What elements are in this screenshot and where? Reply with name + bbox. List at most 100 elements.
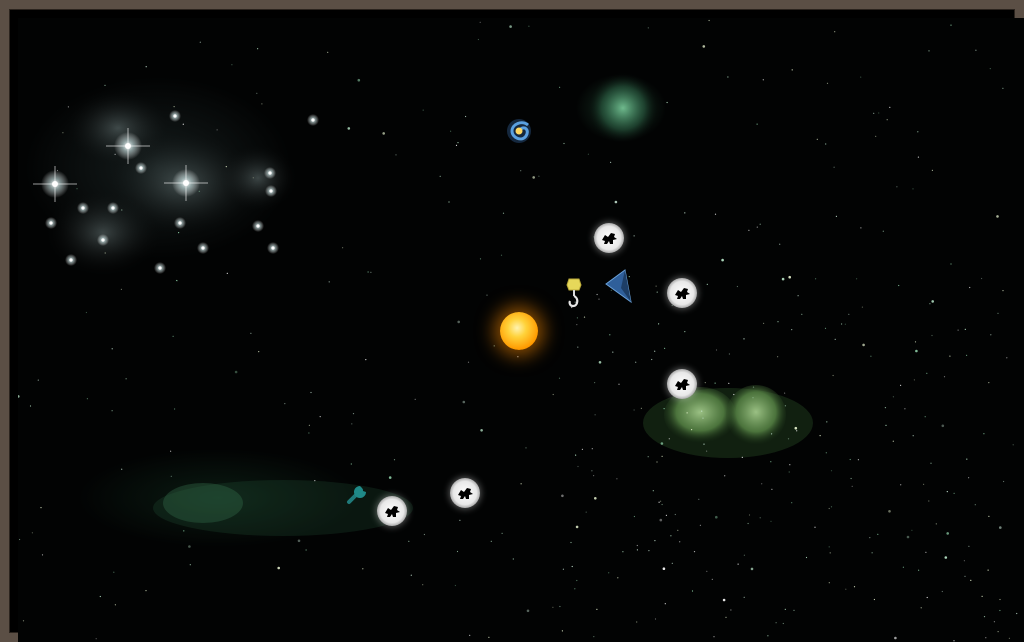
background-star: [834, 31, 836, 33]
background-star: [561, 494, 564, 498]
background-star: [571, 306, 573, 309]
background-star: [347, 127, 351, 130]
background-star: [941, 424, 945, 428]
cluster-star-core: [256, 224, 260, 228]
background-star: [743, 554, 746, 556]
background-star: [558, 377, 561, 379]
background-star: [56, 169, 59, 172]
background-star: [350, 463, 352, 465]
background-star: [875, 135, 877, 137]
background-star: [410, 574, 412, 576]
background-star: [931, 169, 934, 171]
background-star: [791, 69, 793, 71]
background-star: [225, 166, 227, 168]
background-star: [651, 358, 653, 361]
background-star: [575, 454, 577, 456]
background-star: [587, 153, 590, 155]
background-star: [912, 188, 914, 190]
background-star: [722, 598, 726, 602]
background-star: [898, 284, 900, 287]
background-star: [886, 119, 888, 121]
background-star: [189, 564, 191, 566]
background-star: [826, 421, 828, 423]
background-star: [756, 226, 758, 228]
background-star: [457, 142, 459, 144]
background-star: [559, 605, 561, 608]
background-star: [252, 177, 254, 179]
background-star: [610, 289, 612, 291]
background-star: [486, 294, 488, 296]
background-star: [902, 566, 905, 568]
background-star: [199, 41, 201, 43]
background-star: [805, 556, 808, 559]
background-star: [914, 341, 917, 343]
background-star: [829, 552, 831, 554]
background-star: [983, 433, 985, 435]
background-star: [964, 575, 966, 578]
crane-hook-icon[interactable]: [566, 276, 582, 310]
space-map[interactable]: [18, 18, 1024, 642]
background-star: [989, 68, 991, 70]
background-star: [658, 323, 660, 325]
background-star: [552, 393, 554, 396]
background-star: [664, 347, 666, 349]
background-star: [575, 525, 579, 529]
background-star: [862, 343, 865, 347]
background-star: [871, 552, 873, 554]
background-star: [925, 551, 927, 553]
background-star: [479, 258, 482, 260]
background-star: [784, 392, 786, 394]
cluster-star-core: [125, 143, 131, 149]
creature-unit-1[interactable]: [594, 223, 624, 253]
creature-unit-3[interactable]: [667, 369, 697, 399]
background-star: [618, 383, 620, 385]
arrow-ship-icon[interactable]: [603, 268, 635, 306]
background-star: [782, 622, 784, 625]
background-star: [656, 461, 658, 463]
background-star: [502, 212, 505, 214]
background-star: [250, 332, 252, 334]
background-star: [966, 458, 968, 460]
background-star: [713, 636, 715, 638]
background-star: [698, 498, 700, 500]
background-star: [777, 356, 779, 358]
background-star: [737, 563, 739, 565]
background-star: [1008, 637, 1011, 639]
wrench-icon[interactable]: [345, 478, 373, 506]
background-star: [756, 123, 758, 125]
background-star: [488, 636, 490, 638]
creature-unit-5[interactable]: [377, 496, 407, 526]
background-star: [983, 616, 986, 618]
background-star: [95, 638, 97, 640]
background-star: [456, 550, 459, 553]
background-star: [120, 288, 122, 290]
creature-unit-2[interactable]: [667, 278, 697, 308]
background-star: [308, 432, 310, 434]
creature-unit-4[interactable]: [450, 478, 480, 508]
background-star: [701, 410, 703, 412]
background-star: [357, 78, 361, 82]
background-star: [857, 459, 860, 461]
background-star: [674, 513, 676, 516]
cluster-star-core: [271, 246, 275, 250]
background-star: [904, 408, 906, 410]
background-star: [1006, 357, 1008, 359]
background-star: [178, 232, 180, 234]
background-star: [796, 430, 798, 432]
background-star: [183, 530, 185, 532]
background-star: [884, 407, 887, 409]
background-star: [113, 571, 115, 573]
background-star: [660, 500, 662, 502]
background-star: [833, 166, 835, 168]
background-star: [490, 540, 492, 542]
background-star: [574, 301, 576, 303]
background-star: [342, 247, 344, 249]
sun-icon[interactable]: [500, 312, 538, 350]
background-star: [830, 506, 833, 508]
background-star: [635, 361, 637, 363]
background-star: [856, 278, 858, 280]
background-star: [654, 540, 656, 542]
background-star: [170, 475, 172, 477]
background-star: [844, 323, 847, 325]
background-star: [480, 429, 483, 432]
